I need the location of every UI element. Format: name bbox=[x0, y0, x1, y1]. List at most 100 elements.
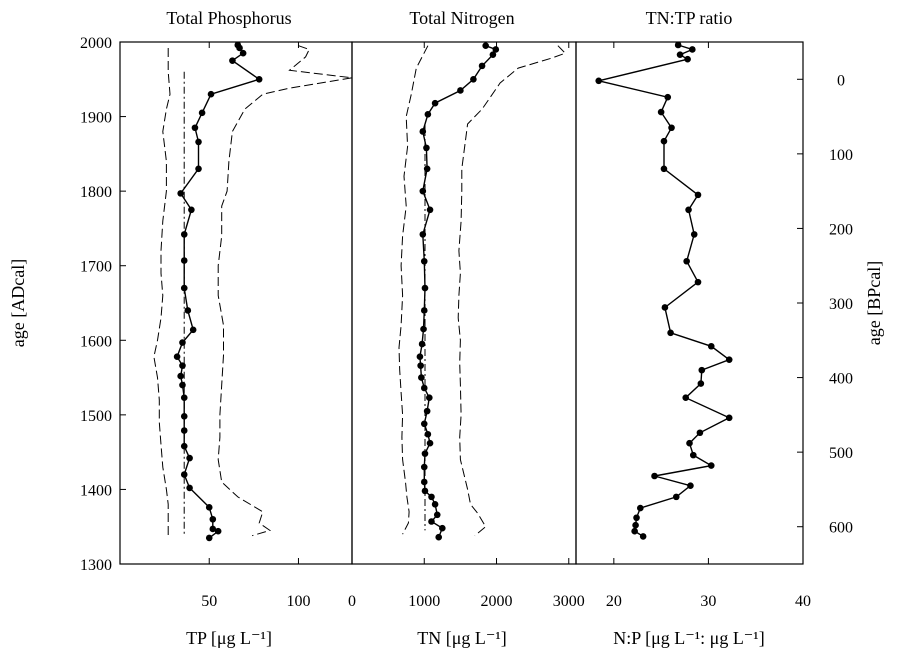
data-point-2-31 bbox=[633, 514, 640, 522]
data-point-1-15 bbox=[421, 284, 429, 292]
x-axis-title-ratio: N:P [μg L⁻¹: μg L⁻¹] bbox=[613, 628, 764, 648]
x-tick-label-1-2: 2000 bbox=[481, 593, 513, 610]
panel-frame-0 bbox=[119, 41, 353, 565]
data-point-1-17 bbox=[420, 325, 427, 333]
panel-title-tn: Total Nitrogen bbox=[409, 8, 514, 28]
data-point-2-14 bbox=[694, 278, 702, 286]
data-point-0-4 bbox=[255, 75, 263, 83]
data-point-1-9 bbox=[423, 144, 430, 152]
data-point-2-24 bbox=[686, 439, 693, 447]
data-point-1-8 bbox=[419, 128, 427, 135]
data-point-2-1 bbox=[689, 46, 696, 53]
y-tick-label-right-1: 100 bbox=[829, 147, 853, 164]
data-point-2-25 bbox=[689, 451, 697, 459]
data-point-2-19 bbox=[698, 366, 706, 374]
data-point-0-2 bbox=[239, 49, 247, 57]
data-point-2-0 bbox=[674, 41, 682, 49]
data-point-0-17 bbox=[179, 339, 186, 346]
y-tick-label-left-5: 1800 bbox=[80, 184, 112, 201]
data-point-2-32 bbox=[632, 521, 639, 529]
data-point-2-13 bbox=[683, 257, 690, 265]
data-point-2-8 bbox=[660, 137, 668, 145]
data-point-1-22 bbox=[420, 384, 428, 392]
data-point-2-18 bbox=[725, 356, 733, 363]
data-point-0-30 bbox=[209, 515, 217, 523]
series-lower-0 bbox=[153, 48, 171, 536]
data-point-1-20 bbox=[417, 362, 424, 369]
series-main-1 bbox=[419, 45, 497, 538]
data-point-1-3 bbox=[478, 62, 486, 70]
data-point-2-16 bbox=[667, 329, 674, 337]
data-point-0-24 bbox=[180, 427, 188, 434]
data-point-0-18 bbox=[173, 353, 181, 360]
data-point-0-7 bbox=[191, 124, 199, 132]
data-point-2-30 bbox=[637, 504, 644, 512]
data-point-1-16 bbox=[420, 307, 428, 314]
data-point-0-27 bbox=[180, 471, 188, 478]
x-tick-label-2-1: 30 bbox=[700, 593, 716, 610]
data-point-1-26 bbox=[424, 430, 432, 438]
y-tick-label-right-4: 400 bbox=[829, 371, 853, 388]
panel-tn: Total Nitrogen TN [μg L⁻¹] bbox=[409, 8, 514, 648]
data-point-1-30 bbox=[420, 478, 428, 486]
data-point-1-4 bbox=[470, 75, 477, 83]
x-tick-label-1-0: 0 bbox=[348, 593, 356, 610]
data-point-1-33 bbox=[431, 501, 439, 508]
data-point-0-11 bbox=[188, 206, 195, 214]
data-point-2-27 bbox=[651, 472, 658, 480]
y-axis-title-right: age [BPcal] bbox=[864, 261, 884, 345]
y-tick-label-left-2: 1500 bbox=[80, 408, 112, 425]
panel-tp: Total Phosphorus TP [μg L⁻¹] bbox=[166, 8, 291, 648]
data-point-1-14 bbox=[420, 257, 428, 265]
y-tick-label-right-0: 0 bbox=[837, 72, 845, 89]
data-point-0-31 bbox=[209, 525, 217, 533]
data-point-2-12 bbox=[690, 231, 698, 238]
data-point-1-7 bbox=[424, 111, 432, 118]
data-point-0-9 bbox=[195, 165, 202, 173]
panel-title-ratio: TN:TP ratio bbox=[646, 8, 733, 28]
data-point-1-1 bbox=[492, 46, 500, 53]
x-tick-label-1-3: 3000 bbox=[553, 593, 585, 610]
data-point-0-32 bbox=[214, 527, 222, 535]
data-point-0-10 bbox=[177, 190, 184, 197]
data-point-2-7 bbox=[668, 124, 675, 132]
data-point-2-5 bbox=[664, 93, 672, 101]
x-axis-title-tn: TN [μg L⁻¹] bbox=[417, 628, 507, 648]
data-point-1-32 bbox=[428, 493, 435, 501]
y-tick-label-left-7: 2000 bbox=[80, 35, 112, 52]
y-tick-label-right-2: 200 bbox=[829, 221, 853, 238]
data-point-0-5 bbox=[207, 90, 215, 98]
data-point-1-36 bbox=[439, 524, 446, 532]
data-point-1-2 bbox=[489, 51, 497, 58]
data-point-0-28 bbox=[186, 484, 193, 492]
data-point-1-27 bbox=[426, 439, 434, 447]
data-point-2-11 bbox=[685, 206, 692, 214]
data-point-2-3 bbox=[684, 55, 691, 63]
data-point-2-20 bbox=[697, 380, 705, 387]
data-point-1-34 bbox=[433, 511, 441, 519]
data-point-2-23 bbox=[696, 429, 704, 437]
data-point-0-15 bbox=[184, 307, 192, 314]
data-point-1-13 bbox=[419, 231, 427, 238]
panel-title-tp: Total Phosphorus bbox=[166, 8, 291, 28]
data-point-1-0 bbox=[482, 42, 489, 50]
data-point-0-3 bbox=[229, 57, 236, 64]
data-point-0-20 bbox=[177, 372, 184, 380]
data-point-2-4 bbox=[595, 77, 602, 85]
data-point-2-21 bbox=[682, 394, 690, 402]
data-point-0-29 bbox=[205, 504, 213, 511]
data-point-2-22 bbox=[725, 414, 733, 422]
y-tick-label-right-3: 300 bbox=[829, 296, 853, 313]
y-tick-label-left-6: 1900 bbox=[80, 110, 112, 127]
data-point-0-12 bbox=[180, 231, 188, 238]
data-point-0-1 bbox=[236, 44, 243, 52]
x-tick-label-1-1: 1000 bbox=[408, 593, 440, 610]
data-point-1-28 bbox=[421, 450, 429, 457]
x-tick-label-2-2: 40 bbox=[795, 593, 811, 610]
y-tick-label-left-1: 1400 bbox=[80, 482, 112, 499]
data-point-2-2 bbox=[676, 51, 684, 58]
data-point-2-10 bbox=[694, 191, 702, 199]
series-main-2 bbox=[598, 44, 731, 537]
data-point-1-6 bbox=[431, 99, 439, 107]
